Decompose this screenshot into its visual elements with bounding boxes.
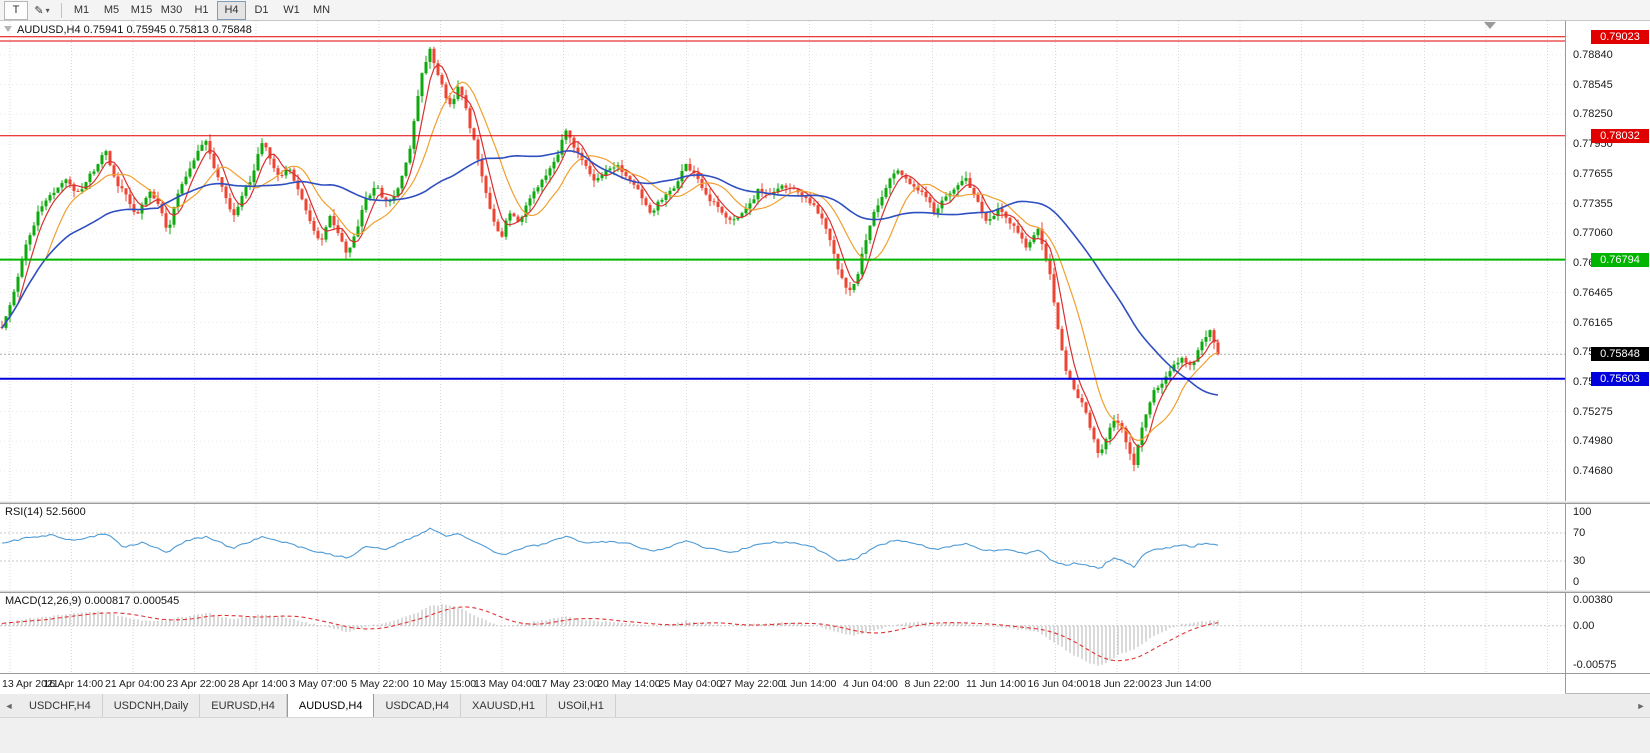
timeframe-button-h1[interactable]: H1 bbox=[194, 4, 209, 16]
time-tick-label: 16 Apr 14:00 bbox=[43, 678, 104, 690]
price-tick-label: 0.78840 bbox=[1573, 49, 1613, 61]
time-tick-label: 21 Apr 04:00 bbox=[105, 678, 165, 690]
rsi-axis: 100 70 30 0 bbox=[1565, 504, 1650, 590]
time-tick-label: 4 Jun 04:00 bbox=[843, 678, 898, 690]
time-tick-label: 20 May 14:00 bbox=[597, 678, 661, 690]
rsi-level-label: 30 bbox=[1573, 555, 1586, 567]
price-tick-label: 0.76465 bbox=[1573, 286, 1613, 299]
timeframe-button-m30[interactable]: M30 bbox=[160, 4, 183, 16]
timeframe-button-m1[interactable]: M1 bbox=[73, 4, 90, 16]
panel-divider[interactable] bbox=[0, 590, 1650, 593]
macd-axis: 0.00380 0.00 -0.00575 bbox=[1565, 593, 1650, 673]
timeframe-button-w1[interactable]: W1 bbox=[283, 4, 300, 16]
panel-divider[interactable] bbox=[0, 501, 1650, 504]
time-tick-label: 28 Apr 14:00 bbox=[228, 678, 288, 690]
chart-area: AUDUSD,H4 0.75941 0.75945 0.75813 0.7584… bbox=[0, 21, 1650, 694]
price-tick-label: 0.78545 bbox=[1573, 78, 1613, 91]
price-tick-label: 0.77060 bbox=[1573, 227, 1613, 239]
macd-label: MACD(12,26,9) 0.000817 0.000545 bbox=[5, 595, 180, 607]
hline-price-label[interactable]: 0.79023 bbox=[1591, 29, 1649, 44]
time-tick-label: 10 May 15:00 bbox=[412, 678, 477, 690]
chart-tab-xauusd-h1[interactable]: XAUUSD,H1 bbox=[461, 694, 547, 717]
time-tick-label: 23 Jun 14:00 bbox=[1150, 678, 1212, 690]
timeframe-button-mn[interactable]: MN bbox=[312, 4, 331, 16]
price-axis: 0.78840 0.78545 0.78250 0.77950 0.77655 0.773… bbox=[1565, 21, 1650, 501]
time-tick-label: 17 May 23:00 bbox=[535, 678, 600, 690]
tabbar-spacer bbox=[616, 694, 1632, 717]
time-tick-label: 16 Jun 04:00 bbox=[1027, 678, 1089, 690]
window-bottom-filler bbox=[0, 717, 1650, 753]
tab-group: USDCHF,H4 USDCNH,Daily EURUSD,H4 AUDUSD,H4 U… bbox=[18, 694, 616, 717]
time-tick-label: 8 Jun 22:00 bbox=[904, 678, 960, 690]
price-tick-label: 0.76165 bbox=[1573, 316, 1613, 329]
toolbar: T ✎ ▾ M1 M5 M15 M30 H1 H4 D1 W1 MN bbox=[0, 0, 1650, 21]
time-tick-label: 13 May 04:00 bbox=[474, 678, 538, 690]
chart-tab-usdchf-h4[interactable]: USDCHF,H4 bbox=[18, 694, 103, 717]
time-tick-label: 13 Apr 2021 bbox=[2, 678, 59, 690]
macd-canvas[interactable] bbox=[0, 593, 1565, 673]
time-tick-label: 3 May 07:00 bbox=[289, 678, 348, 690]
time-tick-label: 27 May 22:00 bbox=[720, 678, 784, 690]
price-tick-label: 0.74680 bbox=[1573, 465, 1613, 477]
tab-scroll-left-icon[interactable]: ◄ bbox=[4, 700, 14, 711]
rsi-level-label: 100 bbox=[1573, 506, 1592, 518]
timeframe-button-m15[interactable]: M15 bbox=[130, 4, 153, 16]
chart-tab-usdcnh-daily[interactable]: USDCNH,Daily bbox=[103, 694, 201, 717]
one-click-trading-toggle-icon[interactable] bbox=[4, 26, 12, 32]
chart-tab-audusd-h4[interactable]: AUDUSD,H4 bbox=[286, 694, 375, 717]
price-tick-label: 0.77655 bbox=[1573, 167, 1613, 180]
text-tool-label: T bbox=[12, 4, 20, 16]
rsi-level-label: 70 bbox=[1573, 527, 1586, 539]
price-tick-label: 0.74980 bbox=[1573, 435, 1613, 447]
rsi-panel[interactable]: RSI(14) 52.5600 bbox=[0, 504, 1565, 590]
rsi-level-label: 0 bbox=[1573, 576, 1580, 588]
rsi-label: RSI(14) 52.5600 bbox=[5, 506, 86, 518]
main-chart-panel[interactable]: AUDUSD,H4 0.75941 0.75945 0.75813 0.7584… bbox=[0, 21, 1565, 501]
rsi-canvas[interactable] bbox=[0, 504, 1565, 590]
hline-price-label[interactable]: 0.78032 bbox=[1591, 128, 1649, 143]
macd-tick-label: 0.00 bbox=[1573, 619, 1595, 632]
text-tool-button[interactable]: T bbox=[4, 0, 28, 20]
time-tick-label: 23 Apr 22:00 bbox=[166, 678, 227, 690]
macd-tick-label: -0.00575 bbox=[1573, 659, 1617, 672]
chart-tabbar: ◄ USDCHF,H4 USDCNH,Daily EURUSD,H4 AUDUSD,H… bbox=[0, 693, 1650, 717]
time-tick-label: 1 Jun 14:00 bbox=[781, 678, 837, 690]
time-tick-label: 5 May 22:00 bbox=[351, 678, 409, 690]
price-tick-label: 0.75275 bbox=[1573, 405, 1613, 418]
timeframe-button-m5[interactable]: M5 bbox=[103, 4, 120, 16]
current-price-label: 0.75848 bbox=[1591, 347, 1649, 362]
chart-tab-usoil-h1[interactable]: USOil,H1 bbox=[547, 694, 616, 717]
pencil-icon: ✎ bbox=[34, 4, 44, 17]
price-tick-label: 0.77355 bbox=[1573, 197, 1613, 210]
hline-price-label[interactable]: 0.75603 bbox=[1591, 371, 1649, 386]
time-tick-label: 25 May 04:00 bbox=[658, 678, 723, 690]
symbol-ohlc-label: AUDUSD,H4 0.75941 0.75945 0.75813 0.7584… bbox=[17, 24, 252, 36]
price-tick-label: 0.78250 bbox=[1573, 108, 1613, 120]
tab-scroll-right-icon[interactable]: ► bbox=[1636, 700, 1646, 711]
macd-tick-label: 0.00380 bbox=[1573, 593, 1613, 606]
toolbar-separator bbox=[61, 2, 62, 18]
chevron-down-icon: ▾ bbox=[45, 5, 50, 15]
time-tick-label: 18 Jun 22:00 bbox=[1089, 678, 1150, 690]
timeframe-button-h4[interactable]: H4 bbox=[217, 0, 246, 20]
chart-tab-eurusd-h4[interactable]: EURUSD,H4 bbox=[200, 694, 287, 717]
hline-price-label[interactable]: 0.76794 bbox=[1591, 252, 1649, 267]
chart-tab-usdcad-h4[interactable]: USDCAD,H4 bbox=[374, 694, 462, 717]
time-tick-label: 11 Jun 14:00 bbox=[966, 678, 1026, 690]
macd-panel[interactable]: MACD(12,26,9) 0.000817 0.000545 bbox=[0, 593, 1565, 673]
time-axis[interactable]: 13 Apr 2021 16 Apr 14:00 21 Apr 04:00 23 Ap… bbox=[0, 673, 1565, 694]
time-axis-corner bbox=[1565, 673, 1650, 693]
timeframe-group: M1 M5 M15 M30 H1 H4 D1 W1 MN bbox=[67, 0, 337, 20]
draw-tool-button[interactable]: ✎ ▾ bbox=[30, 1, 54, 20]
main-chart-canvas[interactable] bbox=[0, 21, 1565, 501]
timeframe-button-d1[interactable]: D1 bbox=[254, 4, 269, 16]
